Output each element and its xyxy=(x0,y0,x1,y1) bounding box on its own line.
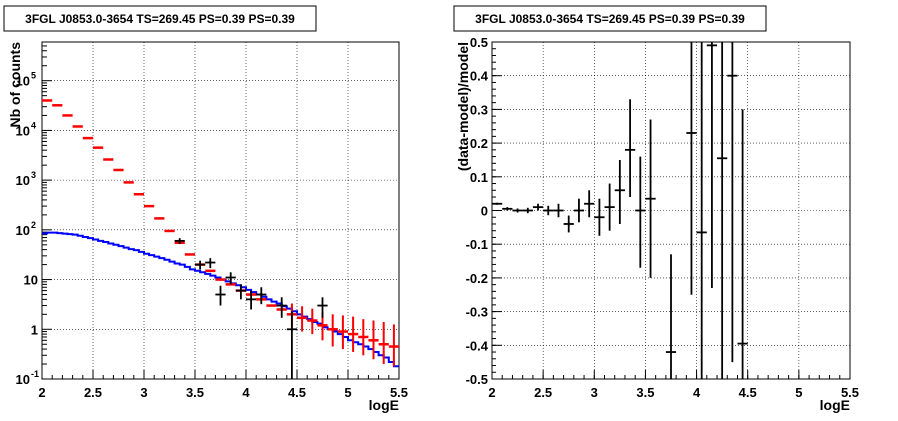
x-tick-label: 3 xyxy=(591,385,598,400)
y-tick-label: 10 xyxy=(16,123,30,138)
x-tick-label: 4.5 xyxy=(739,385,757,400)
y-tick-label: 0.4 xyxy=(470,69,489,84)
y-tick-label: 0.3 xyxy=(470,102,488,117)
right-x-axis-label: logE xyxy=(820,397,850,413)
x-tick-label: 3 xyxy=(140,385,147,400)
y-tick-exponent: -1 xyxy=(31,369,39,379)
left-grid xyxy=(42,42,399,379)
x-tick-label: 5.5 xyxy=(841,385,859,400)
x-tick-label: 3.5 xyxy=(186,385,204,400)
x-tick-label: 3.5 xyxy=(636,385,654,400)
x-tick-label: 5 xyxy=(795,385,802,400)
y-tick-label: -0.2 xyxy=(466,271,488,286)
y-tick-label: 10 xyxy=(16,74,30,89)
left-chart-marks xyxy=(42,99,399,379)
y-tick-label: 0.2 xyxy=(470,136,488,151)
x-tick-label: 2.5 xyxy=(534,385,552,400)
right-axis-ticks: 2 2.5 3 3.5 4 4.5 5 5.5 -0.5 -0.4 -0.3 -0.2 -0.1 0 0.1… xyxy=(466,35,859,400)
y-tick-exponent: 5 xyxy=(31,71,36,81)
x-tick-label: 5 xyxy=(344,385,351,400)
x-tick-label: 2 xyxy=(38,385,45,400)
x-tick-label: 4 xyxy=(242,385,250,400)
y-tick-label: 0.5 xyxy=(470,35,488,50)
x-tick-label: 4 xyxy=(693,385,701,400)
y-tick-label: 10 xyxy=(24,273,38,288)
y-tick-label: 0.1 xyxy=(470,170,488,185)
right-y-axis-label: (data-model)/model xyxy=(455,42,471,171)
right-title-box xyxy=(453,5,767,32)
left-chart-title: 3FGL J0853.0-3654 TS=269.45 PS=0.39 PS=0… xyxy=(25,12,295,26)
x-tick-label: 2 xyxy=(488,385,495,400)
y-tick-label: -0.4 xyxy=(466,338,489,353)
y-tick-exponent: 3 xyxy=(31,170,36,180)
right-chart-marks xyxy=(492,42,748,379)
left-y-axis-label: Nb of counts xyxy=(7,42,23,128)
y-tick-label: -0.5 xyxy=(466,372,488,387)
y-tick-exponent: 2 xyxy=(31,220,36,230)
x-tick-label: 5.5 xyxy=(390,385,408,400)
x-tick-label: 4.5 xyxy=(288,385,306,400)
left-plot-frame xyxy=(41,41,400,380)
left-x-axis-label: logE xyxy=(369,397,399,413)
x-tick-label: 2.5 xyxy=(84,385,102,400)
y-tick-label: 10 xyxy=(16,223,30,238)
left-title-box xyxy=(3,5,317,32)
right-chart: 3FGL J0853.0-3654 TS=269.45 PS=0.39 PS=0… xyxy=(453,5,859,413)
y-tick-label: 0 xyxy=(481,204,488,219)
left-chart: 3FGL J0853.0-3654 TS=269.45 PS=0.39 PS=0… xyxy=(3,5,408,413)
y-tick-label: -0.1 xyxy=(466,237,488,252)
y-tick-label: -0.3 xyxy=(466,305,488,320)
y-tick-label: 1 xyxy=(31,322,38,337)
y-tick-exponent: 4 xyxy=(31,120,36,130)
right-chart-title: 3FGL J0853.0-3654 TS=269.45 PS=0.39 PS=0… xyxy=(475,12,745,26)
y-tick-label: 10 xyxy=(16,372,30,387)
y-tick-label: 10 xyxy=(16,173,30,188)
